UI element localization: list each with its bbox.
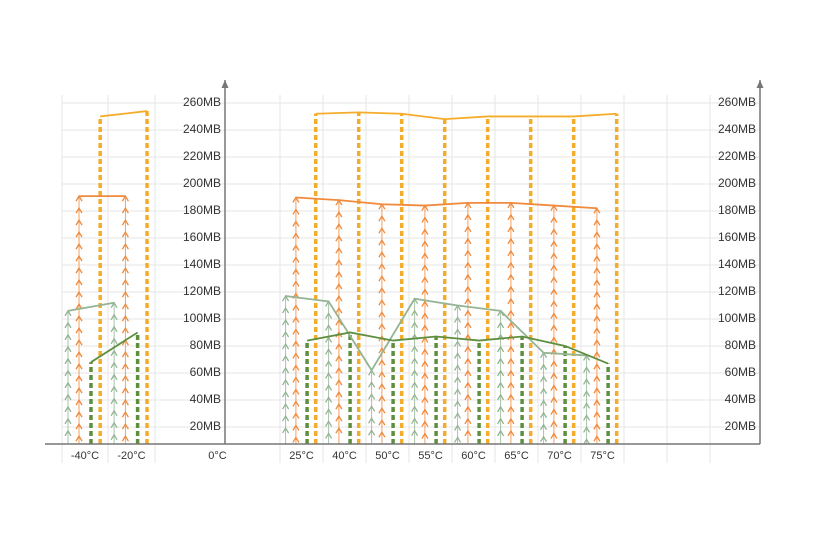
arrow-column — [110, 301, 118, 444]
series-line — [100, 110, 617, 121]
x-tick-label: 25°C — [289, 450, 314, 462]
x-tick-label: 0°C — [208, 450, 227, 462]
x-tick-label: -20°C — [117, 450, 145, 462]
x-tick-label: 50°C — [375, 450, 400, 462]
x-tick-label: 75°C — [590, 450, 615, 462]
y2-tick-label: 160MB — [718, 230, 756, 244]
arrow-column — [282, 294, 290, 444]
x-tick-label: 70°C — [547, 450, 572, 462]
arrow-heads — [110, 301, 118, 441]
y-tick-label: 200MB — [183, 176, 221, 190]
series-line — [79, 195, 597, 210]
y-tick-label: 160MB — [183, 230, 221, 244]
x-tick-label: 65°C — [504, 450, 529, 462]
y2-tick-label: 20MB — [725, 419, 756, 433]
x-tick-label: -40°C — [71, 450, 99, 462]
series-line — [90, 331, 609, 365]
y2-tick-label: 120MB — [718, 284, 756, 298]
arrow-column — [593, 207, 601, 444]
y2-tick-label: 40MB — [725, 392, 756, 406]
y-tick-label: 20MB — [190, 419, 221, 433]
y-tick-label: 120MB — [183, 284, 221, 298]
x-tick-label: 40°C — [332, 450, 357, 462]
y-tick-label: 180MB — [183, 203, 221, 217]
y-tick-label: 140MB — [183, 257, 221, 271]
y2-tick-label: 60MB — [725, 365, 756, 379]
x-tick-label: 55°C — [418, 450, 443, 462]
axis-arrow — [221, 80, 229, 88]
y2-tick-label: 260MB — [718, 95, 756, 109]
series-line — [67, 295, 587, 373]
y-tick-label: 60MB — [190, 365, 221, 379]
y-tick-label: 220MB — [183, 149, 221, 163]
x-tick-label: 60°C — [461, 450, 486, 462]
y-tick-label: 40MB — [190, 392, 221, 406]
y-tick-label: 260MB — [183, 95, 221, 109]
y2-tick-label: 240MB — [718, 122, 756, 136]
y2-tick-label: 100MB — [718, 311, 756, 325]
axis-arrow — [756, 80, 764, 88]
y-tick-label: 240MB — [183, 122, 221, 136]
y2-tick-label: 220MB — [718, 149, 756, 163]
arrow-column — [121, 194, 129, 444]
y2-tick-label: 80MB — [725, 338, 756, 352]
y2-tick-label: 180MB — [718, 203, 756, 217]
y-tick-label: 80MB — [190, 338, 221, 352]
y-tick-label: 100MB — [183, 311, 221, 325]
y2-tick-label: 200MB — [718, 176, 756, 190]
y2-tick-label: 140MB — [718, 257, 756, 271]
arrow-column — [497, 309, 505, 444]
